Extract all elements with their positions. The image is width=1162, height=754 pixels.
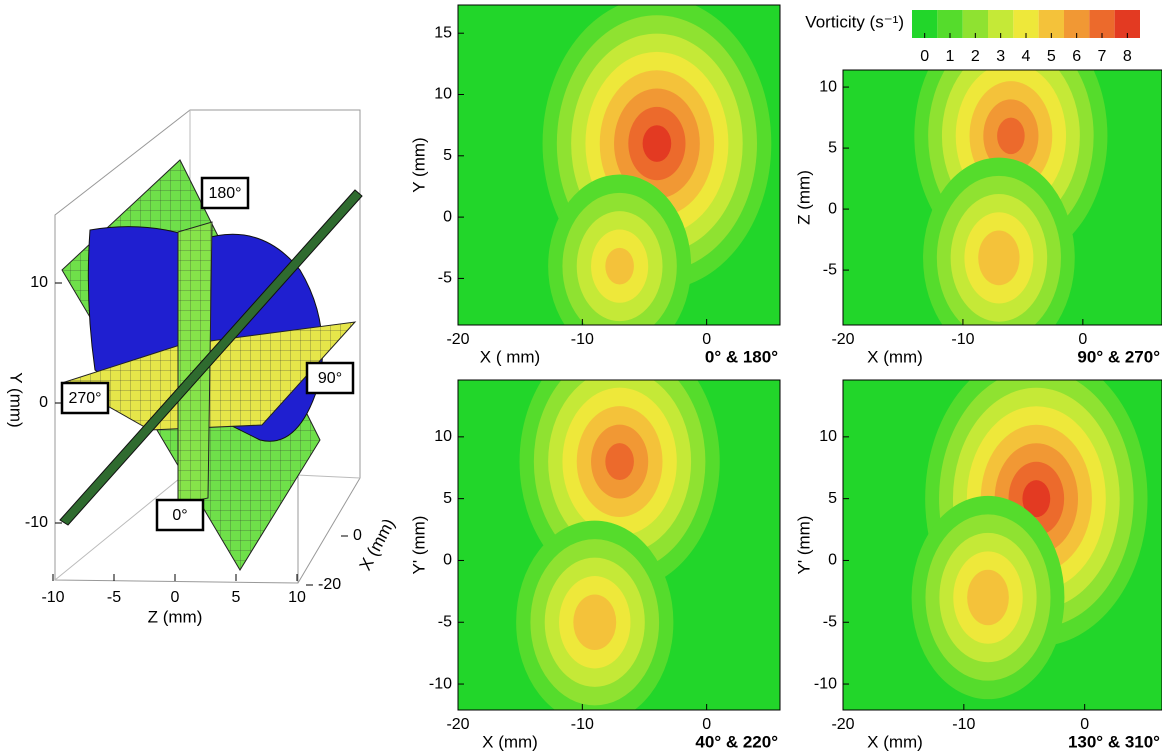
y-tick-label: 0 xyxy=(39,394,48,411)
annotation: 90° xyxy=(318,370,342,387)
x-axis-label: X (mm) xyxy=(867,732,923,751)
y-axis-label: Y (mm) xyxy=(409,137,428,192)
vortex-contour xyxy=(997,118,1025,154)
colorbar-tick-label: 1 xyxy=(946,48,955,65)
colorbar-tick-label: 2 xyxy=(971,48,980,65)
x-axis-label: X (mm) xyxy=(482,732,538,751)
y-tick-label: -5 xyxy=(438,270,452,287)
y-tick-label: 10 xyxy=(819,428,837,445)
colorbar-title: Vorticity (s⁻¹) xyxy=(805,12,904,31)
vortex-contour xyxy=(605,443,634,480)
x-tick-label: -10 xyxy=(951,331,974,348)
x-tick-label: -10 xyxy=(571,716,594,733)
y-tick-label: -10 xyxy=(814,675,837,692)
y-tick-label: -5 xyxy=(823,261,837,278)
x-tick-label: -10 xyxy=(571,331,594,348)
x-axis-label: X (mm) xyxy=(867,347,923,366)
z-tick-label: 0 xyxy=(171,589,180,606)
z-axis-label: Z (mm) xyxy=(148,607,203,626)
y-tick-label: 0 xyxy=(828,200,837,217)
y-axis-label: Z (mm) xyxy=(794,170,813,225)
y-tick-label: -10 xyxy=(25,514,48,531)
vortex-contour xyxy=(967,570,1009,625)
z-tick-label: 5 xyxy=(232,589,241,606)
y-tick-label: 0 xyxy=(828,552,837,569)
contour-field xyxy=(458,0,780,358)
vortex-contour xyxy=(978,231,1019,286)
x-tick-label: 0 xyxy=(702,331,711,348)
contour-field xyxy=(458,332,780,724)
x-tick-label: 0 xyxy=(353,527,362,544)
colorbar-tick-label: 0 xyxy=(920,48,929,65)
vortex-contour xyxy=(605,248,634,285)
x-tick-label: -20 xyxy=(831,716,854,733)
figure: -10010-10-50510-200Y (mm)Z (mm)X (mm)180… xyxy=(0,0,1162,754)
z-tick-label: 10 xyxy=(288,589,306,606)
x-tick-label: 0 xyxy=(1080,716,1089,733)
annotation: 180° xyxy=(208,185,241,202)
x-tick-label: -10 xyxy=(952,716,975,733)
colorbar-tick-label: 3 xyxy=(996,48,1005,65)
y-tick-label: 10 xyxy=(434,86,452,103)
vortex-contour xyxy=(643,125,672,162)
x-tick-label: 0 xyxy=(1078,331,1087,348)
panel-label: 0° & 180° xyxy=(705,347,778,366)
y-tick-label: 0 xyxy=(443,208,452,225)
y-tick-label: 5 xyxy=(443,490,452,507)
z-tick-label: -5 xyxy=(107,589,121,606)
annotation: 270° xyxy=(68,390,101,407)
colorbar-tick-label: 8 xyxy=(1123,48,1132,65)
colorbar-tick-label: 7 xyxy=(1098,48,1107,65)
y-tick-label: 10 xyxy=(30,274,48,291)
x-tick-label: -20 xyxy=(831,331,854,348)
colorbar-tick-label: 4 xyxy=(1022,48,1031,65)
y-axis-label: Y' (mm) xyxy=(409,516,428,575)
x-axis-label: X ( mm) xyxy=(480,347,540,366)
annotation: 0° xyxy=(172,507,187,524)
z-tick-label: -10 xyxy=(41,589,64,606)
y-tick-label: -5 xyxy=(438,613,452,630)
panel-label: 90° & 270° xyxy=(1077,347,1160,366)
x-tick-label: -20 xyxy=(446,716,469,733)
panel-label: 130° & 310° xyxy=(1068,732,1160,751)
x-tick-label: -20 xyxy=(446,331,469,348)
panel-label: 40° & 220° xyxy=(695,732,778,751)
x-tick-label: 0 xyxy=(702,716,711,733)
y-tick-label: 10 xyxy=(819,78,837,95)
y-tick-label: 10 xyxy=(434,428,452,445)
y-axis-label: Y (mm) xyxy=(7,372,26,427)
contour-field xyxy=(843,351,1162,710)
y-tick-label: 15 xyxy=(434,24,452,41)
x-tick-label: -20 xyxy=(318,576,341,593)
colorbar-tick-label: 5 xyxy=(1047,48,1056,65)
y-tick-label: 5 xyxy=(443,147,452,164)
y-tick-label: -5 xyxy=(823,613,837,630)
y-axis-label: Y' (mm) xyxy=(794,516,813,575)
y-tick-label: -10 xyxy=(429,675,452,692)
y-tick-label: 0 xyxy=(443,552,452,569)
x-axis-label: X (mm) xyxy=(356,515,399,573)
vortex-contour xyxy=(573,595,616,650)
colorbar-tick-label: 6 xyxy=(1072,48,1081,65)
y-tick-label: 5 xyxy=(828,490,837,507)
y-tick-label: 5 xyxy=(828,139,837,156)
